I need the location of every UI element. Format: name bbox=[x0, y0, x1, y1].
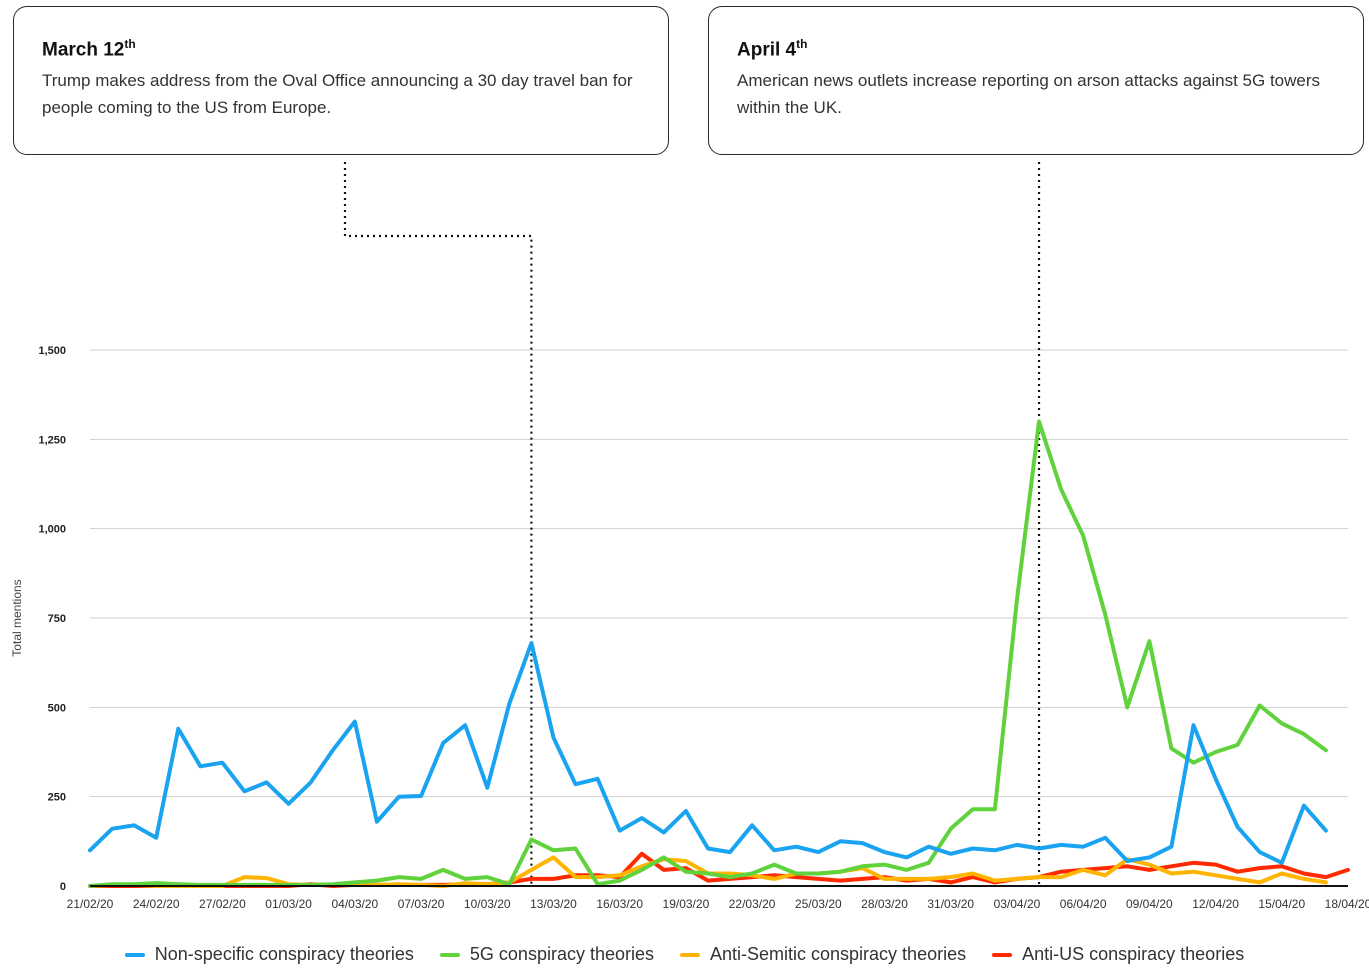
x-tick-label: 10/03/20 bbox=[464, 897, 511, 911]
legend-label: Anti-US conspiracy theories bbox=[1022, 944, 1245, 964]
y-tick-label: 1,250 bbox=[38, 434, 66, 446]
annotation-march-12: March 12th Trump makes address from the … bbox=[13, 6, 669, 155]
legend-label: 5G conspiracy theories bbox=[469, 944, 654, 964]
legend-swatch bbox=[439, 952, 460, 957]
y-tick-label: 500 bbox=[48, 702, 66, 714]
annotation-text: American news outlets increase reporting… bbox=[737, 71, 1321, 118]
x-tick-label: 04/03/20 bbox=[331, 897, 378, 911]
event-line-march-12 bbox=[343, 162, 533, 886]
x-tick-label: 03/04/20 bbox=[994, 897, 1041, 911]
legend-swatch bbox=[992, 952, 1013, 957]
y-tick-label: 1,000 bbox=[38, 524, 66, 536]
x-tick-label: 18/04/20 bbox=[1325, 897, 1369, 911]
x-tick-label: 12/04/20 bbox=[1192, 897, 1239, 911]
y-tick-label: 250 bbox=[48, 792, 66, 804]
legend-item: Non-specific conspiracy theories bbox=[124, 944, 414, 965]
legend-label: Non-specific conspiracy theories bbox=[154, 944, 414, 964]
x-tick-label: 01/03/20 bbox=[265, 897, 312, 911]
series-line bbox=[88, 419, 1328, 888]
y-tick-label: 0 bbox=[60, 881, 66, 893]
x-tick-label: 31/03/20 bbox=[927, 897, 974, 911]
legend-item: Anti-Semitic conspiracy theories bbox=[680, 944, 966, 965]
x-tick-label: 09/04/20 bbox=[1126, 897, 1173, 911]
legend-swatch bbox=[680, 952, 700, 957]
x-tick-label: 27/02/20 bbox=[199, 897, 246, 911]
annotation-april-4: April 4th American news outlets increase… bbox=[708, 6, 1364, 155]
y-axis-label: Total mentions bbox=[10, 579, 24, 656]
series-line bbox=[88, 641, 1328, 865]
x-tick-label: 22/03/20 bbox=[729, 897, 776, 911]
y-tick-label: 1,500 bbox=[38, 345, 66, 357]
x-tick-label: 06/04/20 bbox=[1060, 897, 1107, 911]
y-tick-label: 750 bbox=[48, 613, 66, 625]
x-tick-label: 07/03/20 bbox=[398, 897, 445, 911]
legend-label: Anti-Semitic conspiracy theories bbox=[710, 944, 967, 964]
legend-item: Anti-US conspiracy theories bbox=[992, 944, 1244, 965]
x-tick-label: 25/03/20 bbox=[795, 897, 842, 911]
legend-swatch bbox=[124, 952, 145, 957]
x-tick-label: 21/02/20 bbox=[67, 897, 114, 911]
annotation-title: April 4th bbox=[737, 37, 808, 61]
x-tick-label: 16/03/20 bbox=[596, 897, 643, 911]
x-tick-label: 15/04/20 bbox=[1258, 897, 1305, 911]
annotation-title: March 12th bbox=[42, 37, 136, 61]
legend-item: 5G conspiracy theories bbox=[439, 944, 654, 965]
x-tick-label: 28/03/20 bbox=[861, 897, 908, 911]
x-tick-label: 24/02/20 bbox=[133, 897, 180, 911]
chart-legend: Non-specific conspiracy theories 5G consp… bbox=[0, 944, 1369, 965]
x-tick-label: 13/03/20 bbox=[530, 897, 577, 911]
annotation-text: Trump makes address from the Oval Office… bbox=[42, 71, 633, 118]
x-tick-label: 19/03/20 bbox=[663, 897, 710, 911]
